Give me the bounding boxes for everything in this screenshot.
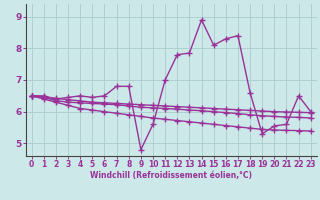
X-axis label: Windchill (Refroidissement éolien,°C): Windchill (Refroidissement éolien,°C) [90,171,252,180]
